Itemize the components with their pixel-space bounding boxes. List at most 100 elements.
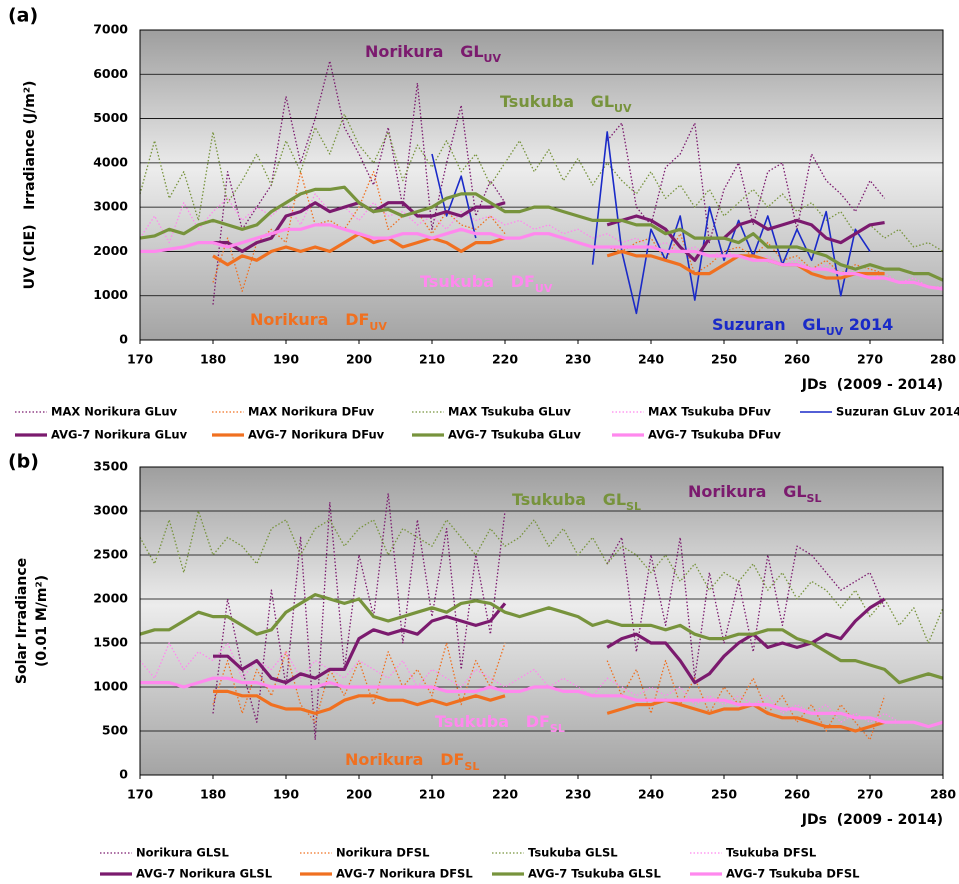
annotation-suffix: 2014 [843,315,893,334]
x-tick-label: 270 [857,352,883,367]
x-tick-label: 280 [930,787,956,802]
x-tick-label: 210 [419,787,445,802]
y-tick-label: 1000 [93,679,128,694]
panel-label: (a) [8,5,38,27]
annotation: Norikura DFSL [345,750,479,773]
legend-label: AVG-7 Norikura DFuv [248,428,385,442]
legend-label: Tsukuba DFSL [726,846,817,860]
legend-label: MAX Tsukuba GLuv [448,405,571,419]
y-tick-label: 1500 [93,635,128,650]
y-tick-label: 1000 [93,287,128,302]
annotation-text: Tsukuba DF [420,272,535,291]
legend-label: AVG-7 Tsukuba GLSL [528,867,661,881]
y-axis-label: UV (CIE) Irradiance (J/m²) [22,81,38,290]
x-tick-label: 270 [857,787,883,802]
annotation: Tsukuba DFUV [420,272,553,295]
series-line [139,593,944,685]
annotation-subscript: UV [614,102,632,115]
annotation: Tsukuba GLUV [500,92,632,115]
annotation: Tsukuba DFSL [435,712,565,735]
plot-area [140,467,943,775]
annotation-text: Norikura DF [345,750,464,769]
y-tick-label: 6000 [93,66,128,81]
annotation-text: Norikura GL [688,482,807,501]
y-tick-label: 2500 [93,547,128,562]
series-line [140,223,944,291]
plot-frame [139,29,944,341]
x-tick-label: 250 [711,352,737,367]
annotation-subscript: UV [826,325,844,338]
y-tick-label: 3000 [93,503,128,518]
annotation-text: Tsukuba GL [512,490,626,509]
x-axis-label: JDs (2009 - 2014) [801,812,943,828]
x-tick-label: 170 [127,352,153,367]
x-axis-label: JDs (2009 - 2014) [801,377,943,393]
annotation: Suzuran GLUV 2014 [712,315,893,338]
annotation-subscript: SL [464,760,479,773]
series-line [212,171,885,292]
x-tick-label: 210 [419,352,445,367]
y-tick-label: 2000 [93,243,128,258]
y-axis-label: (0.01 M/m²) [34,575,50,667]
legend-label: AVG-7 Tsukuba DFuv [648,428,781,442]
annotation-text: Norikura DF [250,310,369,329]
y-tick-label: 3500 [93,459,128,474]
series-line [139,113,944,252]
y-tick-label: 500 [102,723,128,738]
legend-label: AVG-7 Norikura DFSL [336,867,473,881]
x-tick-label: 170 [127,787,153,802]
legend-label: Norikura DFSL [336,846,430,860]
annotation-subscript: UV [535,282,553,295]
series-line [213,597,886,685]
annotation-subscript: SL [626,500,641,513]
plot-frame [139,466,944,776]
annotation: Tsukuba GLSL [512,490,641,513]
series-line [139,193,943,288]
x-tick-label: 180 [200,787,226,802]
x-tick-label: 250 [711,787,737,802]
series-line [213,689,886,733]
y-axis-label: Solar Irradiance [14,558,30,684]
annotation-text: Suzuran GL [712,315,826,334]
legend-label: Tsukuba GLSL [528,846,618,860]
annotation-text: Norikura GL [365,42,484,61]
legend-label: MAX Norikura GLuv [51,405,178,419]
x-tick-label: 220 [492,352,518,367]
y-tick-label: 0 [119,767,128,782]
x-tick-label: 190 [273,352,299,367]
series-line [212,492,886,741]
x-tick-label: 240 [638,352,664,367]
legend-label: Suzuran GLuv 2014 [836,405,959,419]
y-tick-label: 4000 [93,154,128,169]
annotation-text: Tsukuba GL [500,92,614,111]
x-tick-label: 200 [346,787,372,802]
annotation-subscript: SL [550,722,565,735]
annotation: Norikura GLSL [688,482,821,505]
panel-label: (b) [8,451,39,473]
annotation-text: Tsukuba DF [435,712,550,731]
x-tick-label: 240 [638,787,664,802]
y-tick-label: 0 [119,332,128,347]
series-line [139,642,944,728]
x-tick-label: 220 [492,787,518,802]
x-tick-label: 180 [200,352,226,367]
annotation-subscript: UV [484,52,502,65]
annotation-subscript: SL [807,492,822,505]
x-tick-label: 200 [346,352,372,367]
annotation: Norikura DFUV [250,310,387,333]
legend-label: AVG-7 Norikura GLSL [136,867,273,881]
legend-label: AVG-7 Tsukuba GLuv [448,428,581,442]
x-tick-label: 260 [784,787,810,802]
y-tick-label: 5000 [93,110,128,125]
y-tick-label: 2000 [93,591,128,606]
series-line [139,185,944,282]
legend-label: AVG-7 Norikura GLuv [51,428,188,442]
annotation-subscript: UV [369,320,387,333]
legend-label: MAX Norikura DFuv [248,405,375,419]
annotation: Norikura GLUV [365,42,501,65]
x-tick-label: 230 [565,787,591,802]
legend-label: AVG-7 Tsukuba DFSL [726,867,860,881]
y-tick-label: 3000 [93,199,128,214]
plot-area [140,30,943,340]
series-line [140,676,944,729]
